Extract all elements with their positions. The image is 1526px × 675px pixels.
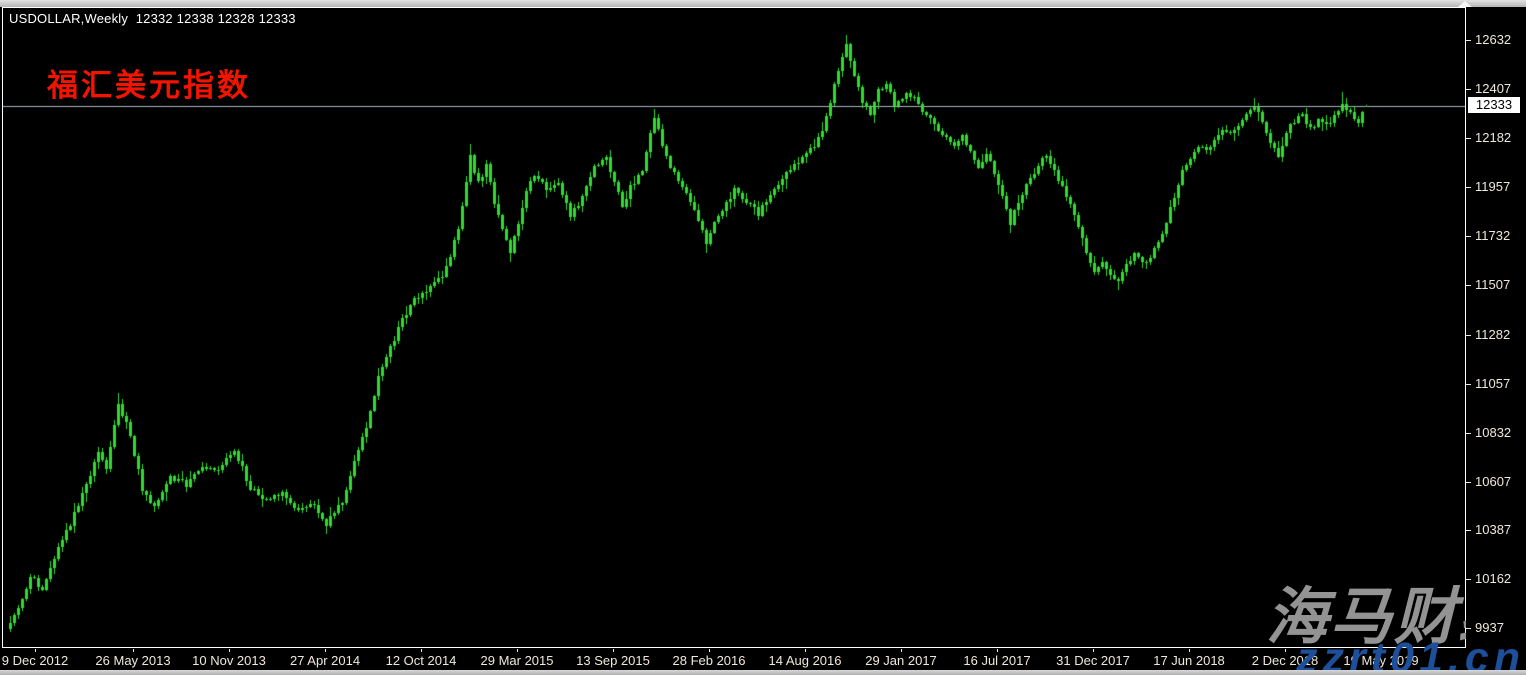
price-tick-mark <box>1466 138 1471 139</box>
price-tick-label: 12182 <box>1475 130 1512 145</box>
window-bottom-edge <box>0 670 1526 675</box>
date-tick-mark <box>805 649 806 652</box>
price-tick-mark <box>1466 335 1471 336</box>
date-tick-mark <box>1381 649 1382 652</box>
date-tick-label: 2 Dec 2018 <box>1251 653 1319 668</box>
date-tick-label: 14 Aug 2016 <box>768 653 842 668</box>
date-tick-label: 29 Mar 2015 <box>480 653 554 668</box>
date-tick-label: 28 Feb 2016 <box>672 653 746 668</box>
price-tick-label: 11282 <box>1475 327 1511 342</box>
chart-subtitle-cn: 福汇美元指数 <box>47 68 251 103</box>
price-tick-mark <box>1466 482 1471 483</box>
price-tick-label: 10387 <box>1475 522 1512 537</box>
time-axis[interactable]: 9 Dec 2012 26 May 2013 10 Nov 2013 27 Apr 2… <box>0 649 1526 670</box>
date-tick-label: 29 Jan 2017 <box>865 653 937 668</box>
chart-title: USDOLLAR,Weekly 12332 12338 12328 12333 <box>9 11 296 26</box>
price-tick-label: 11057 <box>1475 376 1511 391</box>
price-tick-label: 12407 <box>1475 81 1512 96</box>
date-tick-label: 19 May 2019 <box>1343 653 1419 668</box>
scroll-to-end-icon[interactable] <box>1458 1 1472 7</box>
price-tick-mark <box>1466 187 1471 188</box>
price-tick-mark <box>1466 628 1471 629</box>
price-tick-label: 12632 <box>1475 32 1512 47</box>
price-tick-label: 11507 <box>1475 277 1511 292</box>
date-tick-mark <box>517 649 518 652</box>
price-tick-label: 9937 <box>1475 620 1504 635</box>
price-tick-label: 11957 <box>1475 179 1511 194</box>
date-tick-mark <box>421 649 422 652</box>
candlestick-canvas[interactable] <box>3 8 1465 647</box>
price-tick-mark <box>1466 384 1471 385</box>
date-tick-label: 26 May 2013 <box>95 653 171 668</box>
date-tick-mark <box>709 649 710 652</box>
symbol-timeframe-label: USDOLLAR,Weekly <box>9 11 129 26</box>
date-tick-label: 13 Sep 2015 <box>576 653 650 668</box>
date-tick-mark <box>613 649 614 652</box>
price-tick-label: 11732 <box>1475 228 1511 243</box>
date-tick-label: 31 Dec 2017 <box>1056 653 1130 668</box>
price-tick-mark <box>1466 40 1471 41</box>
price-tick-mark <box>1466 236 1471 237</box>
watermark-url-text: zzrt01.cn <box>1296 634 1526 675</box>
price-axis[interactable]: 12632 12407 12182 11957 11732 11507 11282 11057… <box>1466 7 1526 670</box>
price-tick-mark <box>1466 433 1471 434</box>
date-tick-mark <box>901 649 902 652</box>
date-tick-label: 27 Apr 2014 <box>289 653 361 668</box>
date-tick-label: 10 Nov 2013 <box>192 653 266 668</box>
price-chart-area[interactable]: USDOLLAR,Weekly 12332 12338 12328 12333 … <box>2 7 1466 648</box>
price-tick-mark <box>1466 579 1471 580</box>
date-tick-mark <box>229 649 230 652</box>
price-tick-mark <box>1466 530 1471 531</box>
date-tick-label: 9 Dec 2012 <box>1 653 69 668</box>
date-tick-mark <box>1189 649 1190 652</box>
price-tick-label: 10607 <box>1475 474 1512 489</box>
date-tick-mark <box>35 649 36 652</box>
date-tick-mark <box>133 649 134 652</box>
ohlc-values-label: 12332 12338 12328 12333 <box>135 11 296 26</box>
current-price-tag: 12333 <box>1468 97 1520 113</box>
price-tick-label: 10832 <box>1475 425 1512 440</box>
date-tick-label: 12 Oct 2014 <box>385 653 457 668</box>
date-tick-label: 16 Jul 2017 <box>963 653 1031 668</box>
price-tick-label: 10162 <box>1475 571 1512 586</box>
window-top-edge <box>0 0 1526 7</box>
date-tick-mark <box>997 649 998 652</box>
date-tick-mark <box>325 649 326 652</box>
date-tick-label: 17 Jun 2018 <box>1153 653 1225 668</box>
date-tick-mark <box>1285 649 1286 652</box>
price-tick-mark <box>1466 89 1471 90</box>
date-tick-mark <box>1093 649 1094 652</box>
price-tick-mark <box>1466 285 1471 286</box>
